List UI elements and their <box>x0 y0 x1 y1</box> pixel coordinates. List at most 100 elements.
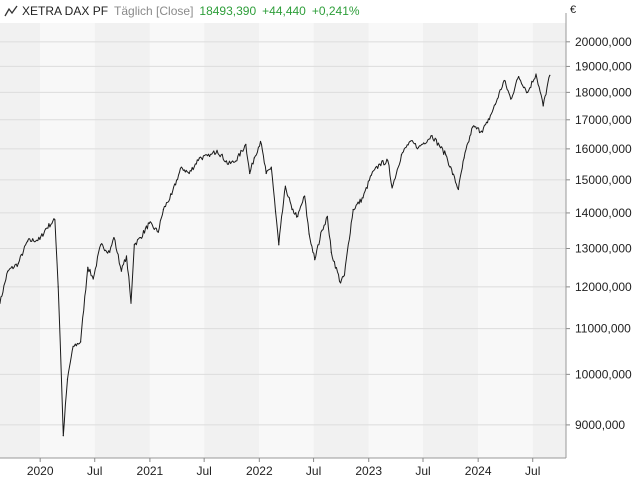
data-point <box>113 236 115 239</box>
x-axis: 2020 Jul 2021 Jul 2022 Jul 2023 Jul 2024 Jul <box>0 457 566 478</box>
data-point <box>387 160 389 162</box>
axis-area <box>566 23 640 458</box>
data-point <box>343 274 346 276</box>
data-point <box>157 231 159 233</box>
data-point <box>17 262 19 265</box>
data-point <box>274 210 277 212</box>
data-point <box>45 228 47 230</box>
y-tick-label: 14000,000 <box>575 206 632 220</box>
data-point <box>291 208 293 211</box>
data-point <box>278 244 280 246</box>
data-point <box>326 215 328 217</box>
last-price: 18493,390 <box>199 4 257 18</box>
data-point <box>510 98 512 100</box>
y-tick-label: 20000,000 <box>575 35 632 49</box>
line-chart-icon <box>4 5 18 17</box>
data-point <box>265 172 267 175</box>
data-point <box>297 215 299 217</box>
data-point <box>148 222 150 224</box>
x-tick-label: 2022 <box>246 464 273 478</box>
data-point <box>180 166 182 168</box>
y-tick-label: 10000,000 <box>575 367 632 381</box>
year-band <box>204 23 260 458</box>
data-point <box>518 76 520 78</box>
data-point <box>409 140 411 143</box>
instrument-name: XETRA DAX PF <box>22 4 109 18</box>
data-point <box>445 154 447 156</box>
year-band <box>40 23 95 458</box>
data-point <box>198 157 200 159</box>
data-point <box>227 163 230 165</box>
data-point <box>80 341 82 343</box>
data-point <box>66 378 69 380</box>
data-point <box>72 345 74 347</box>
data-point <box>54 219 56 221</box>
data-point <box>339 282 342 284</box>
data-point <box>270 166 272 168</box>
y-axis: 9000,000 10000,000 11000,000 12000,000 13000… <box>565 13 632 458</box>
series-line <box>0 73 551 437</box>
data-point <box>249 172 251 175</box>
data-point <box>259 140 262 143</box>
data-point <box>330 251 332 253</box>
data-point <box>391 187 393 189</box>
data-point <box>370 174 373 176</box>
data-point <box>253 157 255 159</box>
data-point <box>457 188 459 191</box>
x-tick-label: Jul <box>306 464 321 478</box>
data-point <box>208 155 211 158</box>
data-point <box>100 244 102 246</box>
data-point <box>472 126 474 128</box>
data-point <box>92 278 94 280</box>
y-tick-label: 12000,000 <box>575 280 632 294</box>
currency-label: € <box>570 4 577 16</box>
data-point <box>400 154 403 156</box>
x-tick-label: Jul <box>525 464 540 478</box>
data-point <box>379 163 381 165</box>
period-label: Täglich [Close] <box>114 4 194 18</box>
data-point <box>235 160 237 162</box>
data-point <box>542 105 544 107</box>
data-point <box>57 286 59 288</box>
data-point <box>62 435 64 437</box>
data-point <box>26 240 29 242</box>
x-tick-label: 2020 <box>27 464 54 478</box>
data-point <box>527 91 529 93</box>
y-tick-label: 17000,000 <box>575 113 632 127</box>
grid-lines <box>0 41 566 426</box>
y-tick-label: 13000,000 <box>575 241 632 255</box>
y-tick-label: 15000,000 <box>575 173 632 187</box>
year-band <box>313 23 369 458</box>
data-point <box>162 208 164 211</box>
year-band <box>368 23 424 458</box>
data-point <box>171 193 173 196</box>
x-tick-label: Jul <box>196 464 211 478</box>
y-tick-label: 16000,000 <box>575 142 632 156</box>
data-point <box>39 238 41 240</box>
x-tick-label: Jul <box>87 464 102 478</box>
data-point <box>140 236 142 239</box>
data-point <box>284 185 286 187</box>
data-point <box>0 302 1 304</box>
data-point <box>486 122 489 124</box>
data-point <box>245 143 247 145</box>
year-band <box>532 23 566 458</box>
y-tick-label: 19000,000 <box>575 59 632 73</box>
data-point <box>125 255 128 257</box>
data-point <box>431 134 433 137</box>
year-band <box>478 23 533 458</box>
data-point <box>303 195 306 197</box>
year-band <box>0 23 41 458</box>
data-point <box>549 74 551 76</box>
data-point <box>216 149 218 151</box>
y-tick-label: 9000,000 <box>575 418 625 432</box>
data-point <box>7 270 9 272</box>
data-point <box>480 130 483 132</box>
year-band <box>94 23 150 458</box>
year-band <box>149 23 205 458</box>
y-tick-label: 11000,000 <box>575 322 631 336</box>
data-point <box>308 233 310 235</box>
series-layer <box>0 73 551 437</box>
data-point <box>109 251 111 253</box>
